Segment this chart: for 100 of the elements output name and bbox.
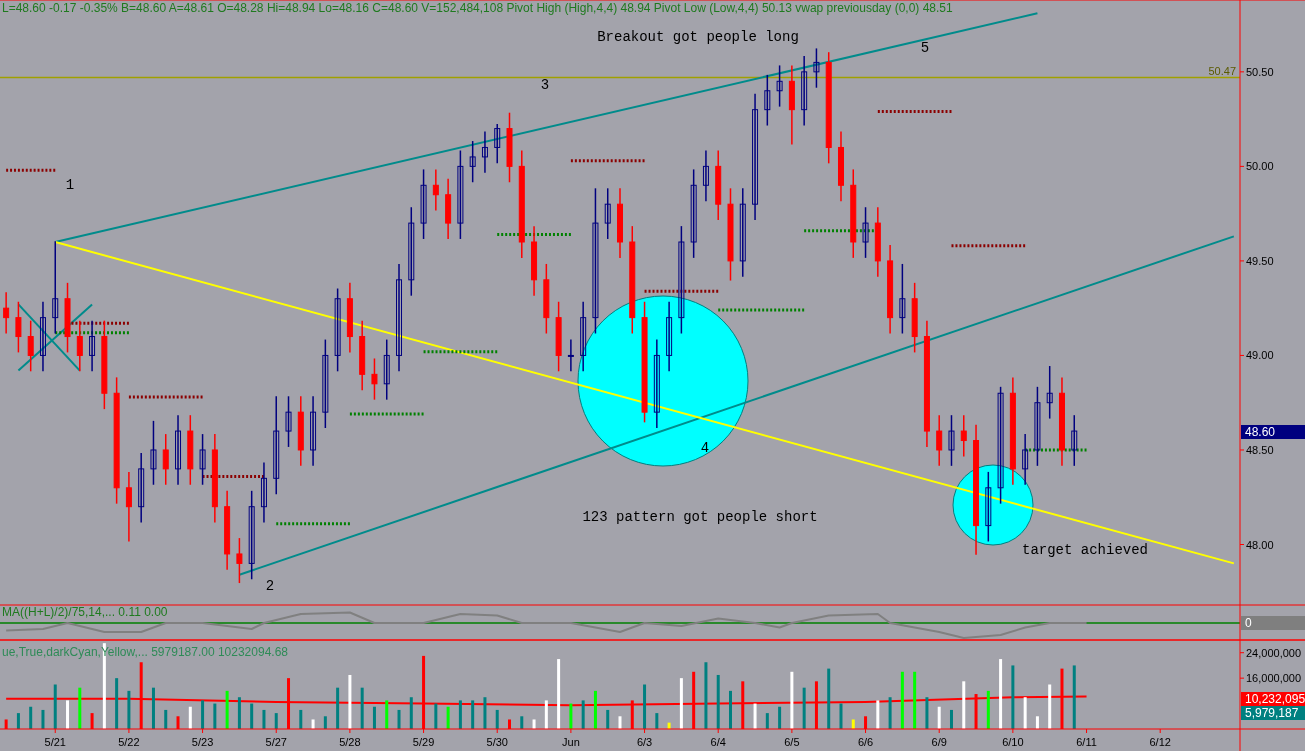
bar (593, 690, 597, 729)
y-tick-label: 48.00 (1246, 538, 1274, 551)
annotation: 4 (700, 439, 710, 456)
candlestick (739, 188, 746, 277)
bar (778, 706, 782, 729)
bar (962, 681, 966, 729)
bar (765, 713, 769, 729)
candlestick (285, 396, 292, 447)
annotation: 3 (540, 76, 550, 93)
bar (913, 671, 917, 729)
bar (925, 697, 929, 729)
bar (29, 706, 33, 729)
bar (16, 713, 20, 729)
bar (888, 697, 892, 729)
bar (41, 709, 45, 729)
candlestick (862, 207, 869, 258)
candlestick (125, 471, 132, 542)
candlestick (396, 263, 403, 372)
bar (458, 700, 462, 729)
bar (164, 709, 168, 729)
y-tick-label: 24,000,000 (1246, 646, 1302, 659)
x-tick-label: 5/22 (118, 736, 140, 748)
bar (729, 690, 732, 729)
y-tick-label: 49.00 (1246, 349, 1274, 362)
candlestick (1046, 366, 1053, 419)
bar (151, 687, 155, 729)
candlestick (752, 93, 759, 221)
bar (802, 687, 806, 729)
bar (544, 700, 548, 729)
candlestick (408, 207, 415, 296)
bar (1048, 684, 1052, 729)
candlestick (899, 263, 906, 334)
x-tick-label: 5/27 (265, 736, 287, 748)
x-tick-label: Jun (562, 736, 580, 748)
bar (262, 709, 266, 729)
bar (1023, 697, 1027, 729)
candlestick (138, 453, 145, 523)
candlestick (702, 150, 709, 202)
x-tick-label: 6/10 (1002, 736, 1024, 748)
text: 0 (1245, 616, 1252, 630)
bar (336, 687, 340, 729)
candlestick (948, 415, 955, 466)
bar (434, 703, 438, 729)
bar (1072, 665, 1076, 729)
candlestick (27, 320, 34, 372)
x-tick-label: 5/30 (486, 736, 508, 748)
x-tick-label: 5/23 (191, 736, 214, 748)
bar (78, 687, 82, 729)
candlestick (580, 301, 587, 372)
bar (299, 709, 303, 729)
bar (188, 706, 192, 729)
bar (372, 706, 376, 729)
bar (716, 674, 720, 729)
x-tick-label: 6/3 (636, 736, 653, 748)
text: 48.60 (1245, 425, 1276, 439)
x-tick-label: 5/28 (339, 736, 361, 748)
candlestick (567, 339, 574, 372)
text: 10,232,095 (1245, 692, 1305, 706)
bar (581, 700, 585, 729)
candlestick (420, 169, 427, 239)
x-tick-label: 6/4 (710, 736, 726, 748)
bar (311, 719, 315, 729)
candlestick (494, 124, 501, 164)
y-tick-label: 16,000,000 (1246, 672, 1302, 685)
bar (397, 709, 401, 729)
bar (225, 690, 229, 729)
y-tick-label: 50.00 (1246, 160, 1274, 173)
bar (839, 703, 843, 729)
candlestick (162, 434, 169, 485)
y-tick-label: 49.50 (1246, 254, 1274, 267)
candlestick (653, 339, 660, 429)
bar (557, 659, 561, 729)
bar (704, 662, 708, 729)
candlestick (1022, 434, 1029, 485)
bar (237, 697, 241, 729)
bar (1035, 716, 1039, 729)
candlestick (813, 48, 820, 88)
candlestick (175, 415, 182, 485)
bar (66, 700, 70, 729)
bar (213, 703, 217, 729)
candlestick (39, 301, 46, 372)
annotation: target achieved (1021, 541, 1149, 558)
y-tick-label: 50.50 (1246, 65, 1274, 78)
candlestick (776, 65, 783, 107)
candlestick (150, 420, 157, 485)
bar (606, 709, 610, 729)
candlestick (15, 301, 22, 353)
bar (53, 684, 57, 729)
candlestick (52, 241, 59, 334)
x-tick-label: 6/11 (1076, 736, 1097, 748)
bar (495, 709, 499, 729)
candlestick (76, 320, 83, 372)
annotation: 5 (920, 39, 930, 56)
y-tick-label: 48.50 (1246, 443, 1274, 456)
bar (360, 687, 364, 729)
candlestick (960, 415, 967, 457)
bar (532, 719, 536, 729)
chart-title: MA((H+L)/2)/75,14,... 0.11 0.00 (2, 605, 168, 619)
candlestick (371, 358, 378, 400)
bar (115, 678, 119, 729)
